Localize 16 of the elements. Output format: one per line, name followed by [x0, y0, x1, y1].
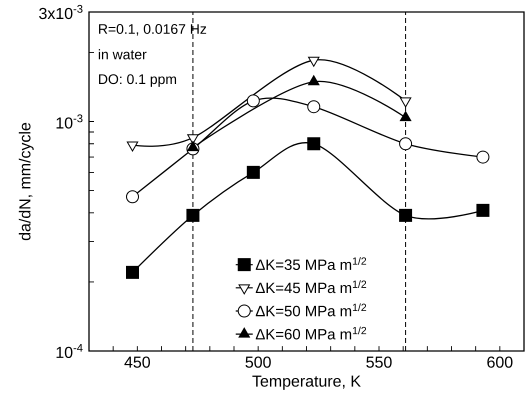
x-tick-label: 500: [246, 356, 271, 368]
y-tick-label: 10$^{-3}$: [56, 114, 83, 129]
y-axis-title: da/dN, mm/cycle: [18, 122, 34, 240]
legend-label: ΔK=60 MPa m$^{1/2}$: [256, 326, 366, 340]
legend-label: ΔK=45 MPa m$^{1/2}$: [256, 280, 366, 294]
annotation: DO: 0.1 ppm: [99, 74, 176, 87]
x-tick-label: 550: [366, 356, 392, 368]
legend-label: ΔK=35 MPa m$^{1/2}$: [256, 257, 366, 270]
annotation: R=0.1, 0.0167 Hz: [99, 24, 206, 36]
y-tick-label: 3x10$^{-3}$: [39, 4, 82, 20]
annotation: in water: [98, 49, 146, 60]
x-tick-label: 450: [124, 356, 150, 368]
x-tick-label: 600: [487, 356, 512, 368]
legend-label: ΔK=50 MPa m$^{1/2}$: [256, 303, 366, 316]
x-axis-title: Temperature, K: [252, 376, 361, 390]
y-tick-label: 10$^{-4}$: [56, 344, 83, 358]
